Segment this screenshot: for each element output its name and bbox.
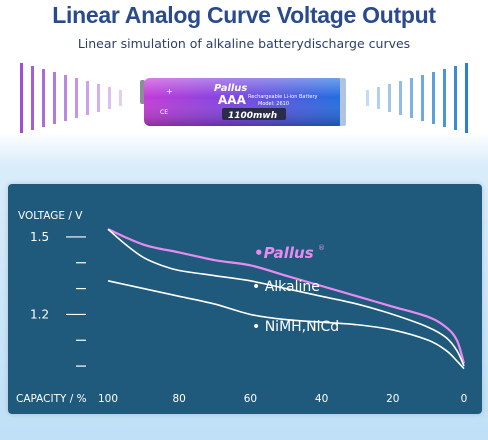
battery-illustration: + CE Pallus AAA Rechargeable Li-ion Batt…: [20, 63, 468, 133]
battery-plus-mark: +: [166, 87, 173, 96]
signal-bar: [443, 69, 446, 127]
x-tick-label: 100: [98, 393, 118, 405]
signal-bar: [377, 87, 380, 109]
series-group: [107, 228, 466, 370]
series-line-pallus: [107, 228, 466, 364]
x-ticks: 100 80 60 40 20 0: [98, 393, 467, 405]
x-axis-label: CAPACITY / %: [16, 393, 87, 405]
battery-size: AAA: [218, 93, 247, 107]
y-ticks: 1.5 1.2: [30, 230, 86, 367]
page-title: Linear Analog Curve Voltage Output: [52, 2, 436, 28]
x-tick-label: 60: [244, 393, 257, 405]
series-label-nimh: • NiMH,NiCd: [252, 319, 339, 335]
signal-bar: [388, 84, 391, 112]
x-tick-label: 0: [461, 393, 468, 405]
series-label-pallus: •Pallus: [254, 244, 314, 262]
right-signal-bars: [366, 63, 468, 133]
y-axis-label: VOLTAGE / V: [18, 210, 83, 222]
battery-body: + CE Pallus AAA Rechargeable Li-ion Batt…: [140, 78, 346, 126]
left-signal-bars: [20, 63, 122, 133]
signal-bar: [432, 72, 435, 124]
signal-bar: [410, 78, 413, 118]
discharge-chart: VOLTAGE / V CAPACITY / % 1.5 1.2 100 80 60 4…: [16, 210, 467, 405]
x-tick-label: 80: [173, 393, 186, 405]
signal-bar: [108, 87, 111, 109]
signal-bar: [53, 72, 56, 124]
battery-capacity: 1100mwh: [228, 111, 277, 121]
y-tick-label: 1.2: [30, 307, 49, 321]
x-tick-label: 20: [386, 393, 399, 405]
signal-bar: [465, 63, 468, 133]
series-line-nimh-nicd: [107, 280, 465, 370]
signal-bar: [64, 75, 67, 121]
x-tick-label: 40: [315, 393, 328, 405]
battery-ce-mark: CE: [160, 109, 168, 116]
battery-desc-1: Rechargeable Li-ion Battery: [248, 94, 318, 100]
series-labels: •Pallus ® • Alkaline • NiMH,NiCd: [252, 244, 339, 335]
series-label-alkaline: • Alkaline: [252, 279, 320, 295]
chart-panel: [8, 184, 482, 414]
page-subtitle: Linear simulation of alkaline batterydis…: [77, 36, 411, 51]
signal-bar: [75, 78, 78, 118]
signal-bar: [119, 90, 122, 106]
signal-bar: [20, 63, 23, 133]
signal-bar: [421, 75, 424, 121]
signal-bar: [366, 90, 369, 106]
signal-bar: [399, 81, 402, 115]
battery-desc-2: Model: 2610: [258, 101, 289, 107]
y-tick-label: 1.5: [30, 230, 49, 244]
battery-brand: Pallus: [214, 83, 247, 94]
signal-bar: [31, 66, 34, 130]
signal-bar: [454, 66, 457, 130]
series-line-alkaline: [107, 228, 465, 367]
registered-mark: ®: [318, 244, 325, 252]
signal-bar: [86, 81, 89, 115]
signal-bar: [42, 69, 45, 127]
signal-bar: [97, 84, 100, 112]
